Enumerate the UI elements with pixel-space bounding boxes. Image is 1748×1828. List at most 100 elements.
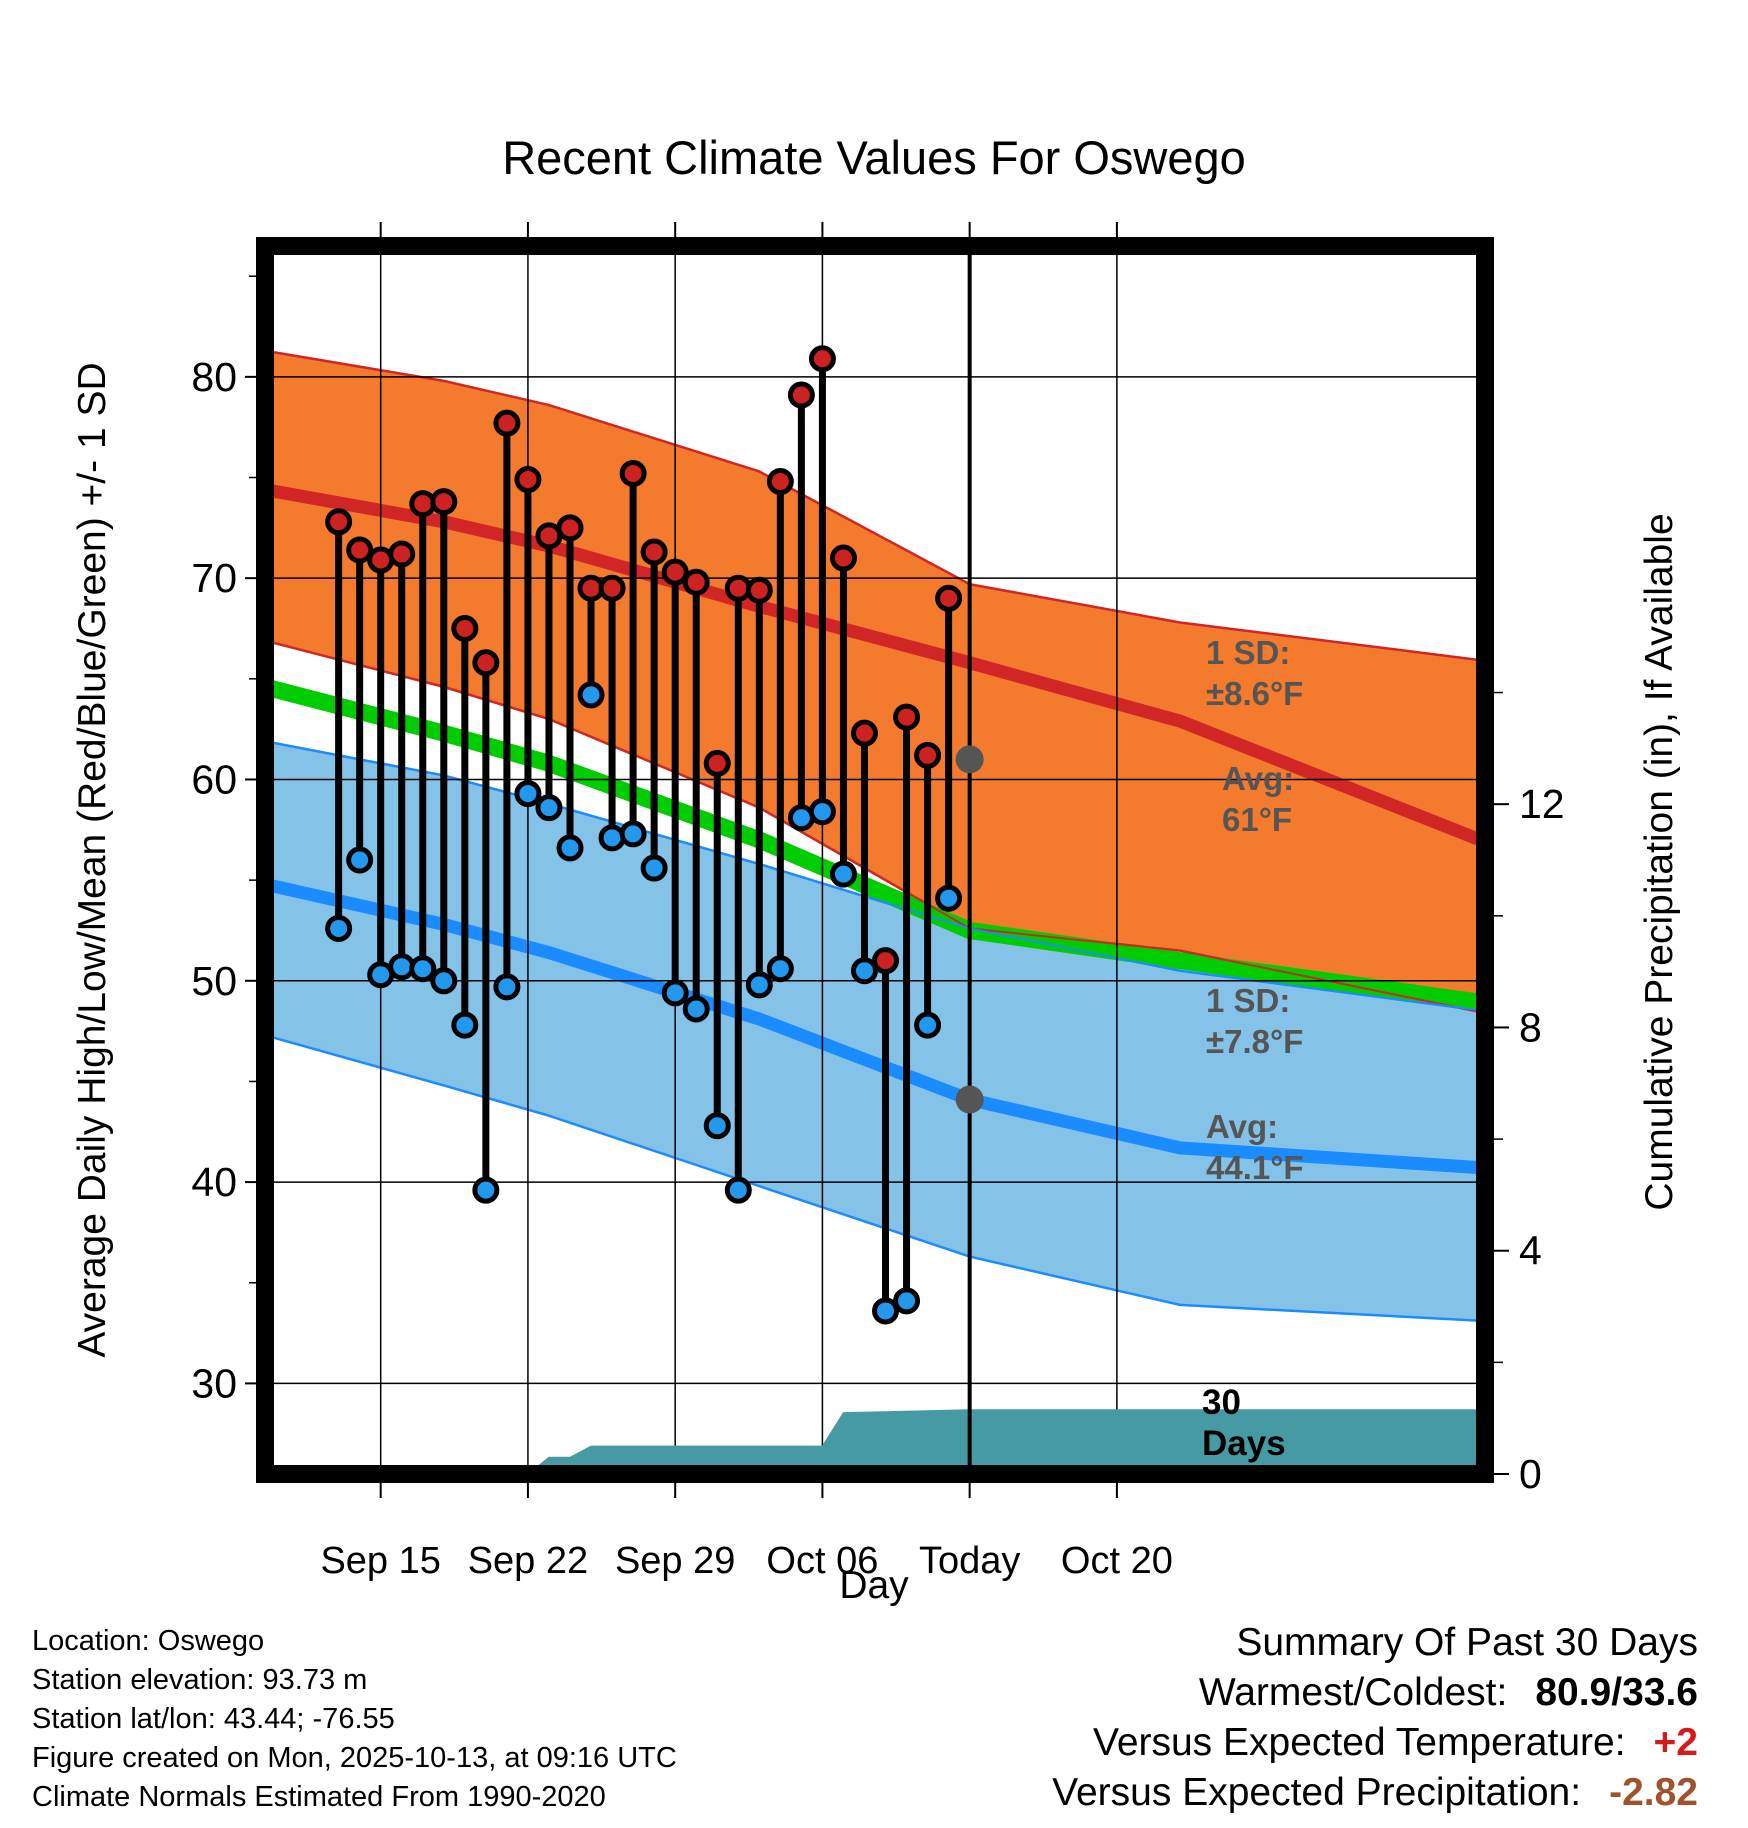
daily-high-point xyxy=(514,466,542,494)
y-tick-label: 70 xyxy=(191,555,237,601)
daily-low-point xyxy=(598,824,626,852)
x-tick-label: Sep 22 xyxy=(468,1540,588,1582)
high-avg-value: 61°F xyxy=(1222,801,1292,838)
y2-tick-label: 0 xyxy=(1519,1451,1542,1497)
elevation-text: Station elevation: 93.73 m xyxy=(32,1664,368,1696)
summary-panel: Summary Of Past 30 Days Warmest/Coldest:… xyxy=(1052,1618,1698,1818)
y2-tick-label: 4 xyxy=(1519,1228,1542,1274)
daily-low-point xyxy=(766,955,794,983)
y-tick-label: 50 xyxy=(191,958,237,1004)
daily-high-point xyxy=(935,584,963,612)
daily-high-point xyxy=(556,514,584,542)
annotations: 1 SD: ±8.6°F Avg: 61°F 1 SD: ±7.8°F Avg: 44.1°F… xyxy=(955,246,1304,1474)
daily-high-point xyxy=(829,544,857,572)
y-axis-label: Average Daily High/Low/Mean (Red/Blue/Gr… xyxy=(71,362,114,1357)
daily-high-point xyxy=(472,649,500,677)
summary-title: Summary Of Past 30 Days xyxy=(1236,1621,1698,1664)
x-tick-label: Oct 06 xyxy=(766,1540,878,1582)
daily-high-point xyxy=(703,749,731,777)
y2-tick-label: 8 xyxy=(1519,1004,1542,1050)
daily-high-point xyxy=(619,459,647,487)
daily-high-point xyxy=(640,538,668,566)
daily-high-point xyxy=(872,947,900,975)
location-text: Location: Oswego xyxy=(32,1625,265,1657)
daily-high-point xyxy=(787,381,815,409)
daily-low-point xyxy=(430,967,458,995)
x-tick-label: Sep 29 xyxy=(615,1540,735,1582)
x-axis-label: Day xyxy=(839,1564,909,1607)
y2-tick-label: 12 xyxy=(1519,781,1565,827)
low-avg-value: 44.1°F xyxy=(1206,1149,1304,1186)
high-sd-value: ±8.6°F xyxy=(1206,675,1303,712)
daily-high-point xyxy=(346,536,374,564)
precip-value: -2.82 xyxy=(1609,1771,1698,1814)
daily-low-point xyxy=(325,914,353,942)
temp-label: Versus Expected Temperature: xyxy=(1092,1721,1626,1764)
daily-low-point xyxy=(893,1287,921,1315)
summary-precip: Versus Expected Precipitation: -2.82 xyxy=(1052,1768,1698,1818)
daily-high-point xyxy=(682,568,710,596)
chart-title: Recent Climate Values For Oswego xyxy=(502,131,1246,184)
summary-warm-cold: Warmest/Coldest: 80.9/33.6 xyxy=(1052,1668,1698,1718)
daily-low-point xyxy=(872,1297,900,1325)
daily-low-point xyxy=(935,884,963,912)
daily-low-point xyxy=(619,820,647,848)
precip-area xyxy=(265,1409,1485,1474)
daily-high-point xyxy=(914,741,942,769)
daily-high-point xyxy=(766,468,794,496)
days-count-label: 30 xyxy=(1202,1383,1241,1422)
low-sd-label: 1 SD: xyxy=(1206,982,1290,1019)
daily-high-point xyxy=(661,558,689,586)
daily-high-point xyxy=(451,614,479,642)
temp-value: +2 xyxy=(1653,1721,1698,1764)
high-sd-label: 1 SD: xyxy=(1206,634,1290,671)
high-avg-today-marker xyxy=(955,745,984,774)
station-info: Location: Oswego Station elevation: 93.7… xyxy=(32,1622,677,1817)
y-tick-label: 40 xyxy=(191,1159,237,1205)
daily-low-point xyxy=(914,1011,942,1039)
daily-high-point xyxy=(745,576,773,604)
daily-high-point xyxy=(850,719,878,747)
daily-high-point xyxy=(893,703,921,731)
low-sd-value: ±7.8°F xyxy=(1206,1023,1303,1060)
daily-high-low xyxy=(325,345,963,1325)
daily-low-point xyxy=(724,1176,752,1204)
daily-high-point xyxy=(808,345,836,373)
daily-low-point xyxy=(409,955,437,983)
y2-axis-label: Cumulative Precipitation (in), If Availa… xyxy=(1638,513,1681,1210)
summary-temp: Versus Expected Temperature: +2 xyxy=(1052,1718,1698,1768)
latlon-text: Station lat/lon: 43.44; -76.55 xyxy=(32,1703,395,1735)
daily-low-point xyxy=(514,780,542,808)
y-tick-label: 60 xyxy=(191,756,237,802)
x-tick-label: Today xyxy=(919,1540,1020,1582)
plot-frame xyxy=(256,237,1494,1483)
precip-area-fill xyxy=(265,1409,1485,1474)
precip-label: Versus Expected Precipitation: xyxy=(1052,1771,1582,1814)
daily-low-point xyxy=(493,973,521,1001)
daily-high-point xyxy=(430,488,458,516)
daily-low-point xyxy=(556,834,584,862)
axes: 30 40 50 60 70 80 0 4 8 12 Sep 15 Sep 22 Sep 29 Oct 0… xyxy=(71,131,1681,1607)
daily-low-point xyxy=(829,860,857,888)
normals-text: Climate Normals Estimated From 1990-2020 xyxy=(32,1781,606,1813)
x-tick-label: Sep 15 xyxy=(320,1540,440,1582)
daily-low-point xyxy=(535,794,563,822)
climate-chart: 1 SD: ±8.6°F Avg: 61°F 1 SD: ±7.8°F Avg: 44.1°F… xyxy=(71,131,1681,1607)
created-text: Figure created on Mon, 2025-10-13, at 09… xyxy=(32,1742,677,1774)
daily-high-point xyxy=(325,508,353,536)
y-tick-label: 80 xyxy=(191,354,237,400)
daily-low-point xyxy=(745,971,773,999)
daily-low-point xyxy=(577,681,605,709)
daily-low-point xyxy=(682,995,710,1023)
daily-low-point xyxy=(472,1176,500,1204)
daily-low-point xyxy=(451,1011,479,1039)
low-avg-today-marker xyxy=(955,1085,984,1114)
warm-cold-label: Warmest/Coldest: xyxy=(1198,1671,1508,1714)
warm-cold-value: 80.9/33.6 xyxy=(1535,1671,1698,1714)
days-word-label: Days xyxy=(1202,1424,1286,1463)
daily-high-point xyxy=(598,574,626,602)
daily-low-point xyxy=(661,979,689,1007)
y-tick-label: 30 xyxy=(191,1360,237,1406)
daily-low-point xyxy=(640,854,668,882)
daily-low-point xyxy=(808,798,836,826)
